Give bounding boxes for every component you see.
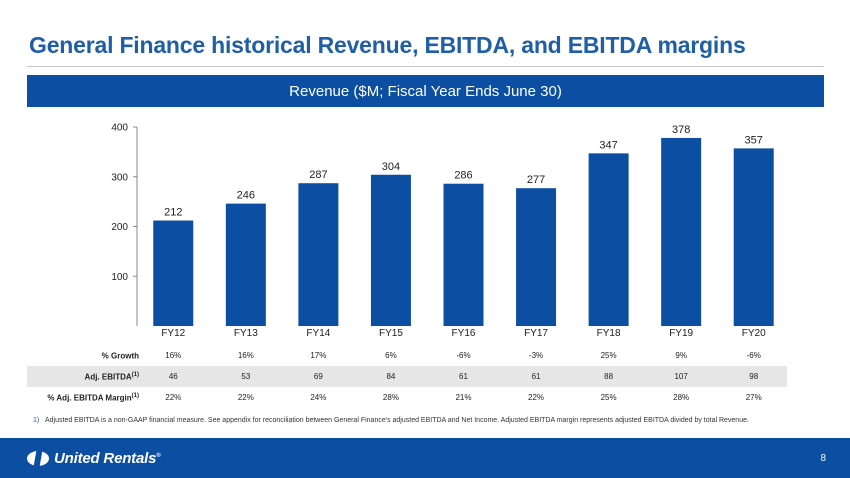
bar-fy20 <box>733 148 774 326</box>
stat-cell: 98 <box>749 372 759 381</box>
stat-row-growth: % Growth 16% 16% 17% 6% -6% -3% 25% 9% -6% <box>27 345 787 366</box>
logo-text: United Rentals® <box>54 450 161 467</box>
data-label: 277 <box>527 174 545 186</box>
stat-cell: 22% <box>528 393 545 402</box>
y-tick-label: 300 <box>111 172 128 183</box>
x-tick-label: FY20 <box>742 328 766 339</box>
y-tick-label: 100 <box>111 272 128 283</box>
bar-fy15 <box>370 174 411 326</box>
x-tick-label: FY18 <box>597 328 621 339</box>
revenue-bar-chart: 100 200 300 400 212 FY12 246 FY13 287 FY14 304 FY15… <box>111 123 774 339</box>
footnote: 1) Adjusted EBITDA is a non-GAAP financi… <box>33 416 813 425</box>
page-title: General Finance historical Revenue, EBIT… <box>29 32 746 58</box>
stat-cell: 28% <box>382 393 399 402</box>
data-label: 212 <box>164 207 182 219</box>
bar-fy17 <box>516 188 557 326</box>
united-rentals-logo-icon <box>27 451 49 466</box>
stat-cell: 17% <box>310 351 327 360</box>
stat-cell: 69 <box>313 372 323 381</box>
bar-fy18 <box>588 153 629 326</box>
company-logo: United Rentals® <box>27 450 161 467</box>
stat-cell: 22% <box>165 393 182 402</box>
stat-cell: 46 <box>168 372 178 381</box>
data-label: 378 <box>672 124 690 136</box>
stat-cell: 25% <box>600 351 617 360</box>
stat-cell: 6% <box>385 351 397 360</box>
stat-cell: -6% <box>456 351 471 360</box>
bar-fy16 <box>443 183 484 326</box>
x-tick-label: FY17 <box>524 328 548 339</box>
stat-cell: 9% <box>675 351 687 360</box>
stat-label: % Growth <box>101 351 139 361</box>
footer-bar <box>0 438 850 478</box>
x-tick-label: FY16 <box>452 328 476 339</box>
banner-text: Revenue ($M; Fiscal Year Ends June 30) <box>289 82 562 100</box>
stat-cell: 22% <box>237 393 254 402</box>
bar-fy12 <box>153 220 194 326</box>
data-label: 357 <box>745 134 763 146</box>
stat-row-ebitda-margin: % Adj. EBITDA Margin(1) 22% 22% 24% 28% 21% 2… <box>27 387 787 408</box>
stat-cell: 16% <box>237 351 254 360</box>
stat-cell: 88 <box>604 372 614 381</box>
data-label: 287 <box>309 169 327 181</box>
x-tick-label: FY14 <box>306 328 330 339</box>
y-tick-label: 200 <box>111 222 128 233</box>
data-label: 286 <box>454 170 472 182</box>
stat-cell: 53 <box>241 372 251 381</box>
stat-label: % Adj. EBITDA Margin(1) <box>47 392 139 403</box>
x-tick-label: FY15 <box>379 328 403 339</box>
footnote-text: Adjusted EBITDA is a non-GAAP financial … <box>45 417 749 424</box>
bar-fy19 <box>661 137 702 326</box>
stat-cell: 21% <box>455 393 472 402</box>
data-label: 246 <box>237 190 255 202</box>
stat-cell: 61 <box>531 372 541 381</box>
page-number: 8 <box>820 453 826 464</box>
stats-table: % Growth 16% 16% 17% 6% -6% -3% 25% 9% -6% Adj. … <box>27 345 787 408</box>
data-label: 347 <box>599 139 617 151</box>
bar-fy14 <box>298 183 339 326</box>
stat-label: Adj. EBITDA(1) <box>84 371 139 382</box>
stat-cell: 28% <box>673 393 690 402</box>
bar-fy13 <box>225 203 266 326</box>
y-tick-label: 400 <box>111 123 128 134</box>
stat-cell: 61 <box>459 372 468 381</box>
stat-cell: 16% <box>165 351 182 360</box>
x-tick-label: FY12 <box>161 328 185 339</box>
stat-cell: -6% <box>746 351 761 360</box>
stat-cell: 84 <box>386 372 396 381</box>
data-label: 304 <box>382 161 400 173</box>
stat-cell: 27% <box>745 393 762 402</box>
x-tick-label: FY13 <box>234 328 258 339</box>
chart-banner: Revenue ($M; Fiscal Year Ends June 30) <box>27 75 824 107</box>
title-divider <box>27 66 824 67</box>
stat-cell: -3% <box>528 351 544 360</box>
stat-row-adj-ebitda: Adj. EBITDA(1) 46 53 69 84 61 61 88 107 98 <box>27 366 787 387</box>
x-tick-label: FY19 <box>669 328 693 339</box>
stat-cell: 25% <box>600 393 617 402</box>
stat-cell: 107 <box>674 372 688 381</box>
stat-cell: 24% <box>310 393 327 402</box>
footnote-number: 1) <box>33 417 40 424</box>
